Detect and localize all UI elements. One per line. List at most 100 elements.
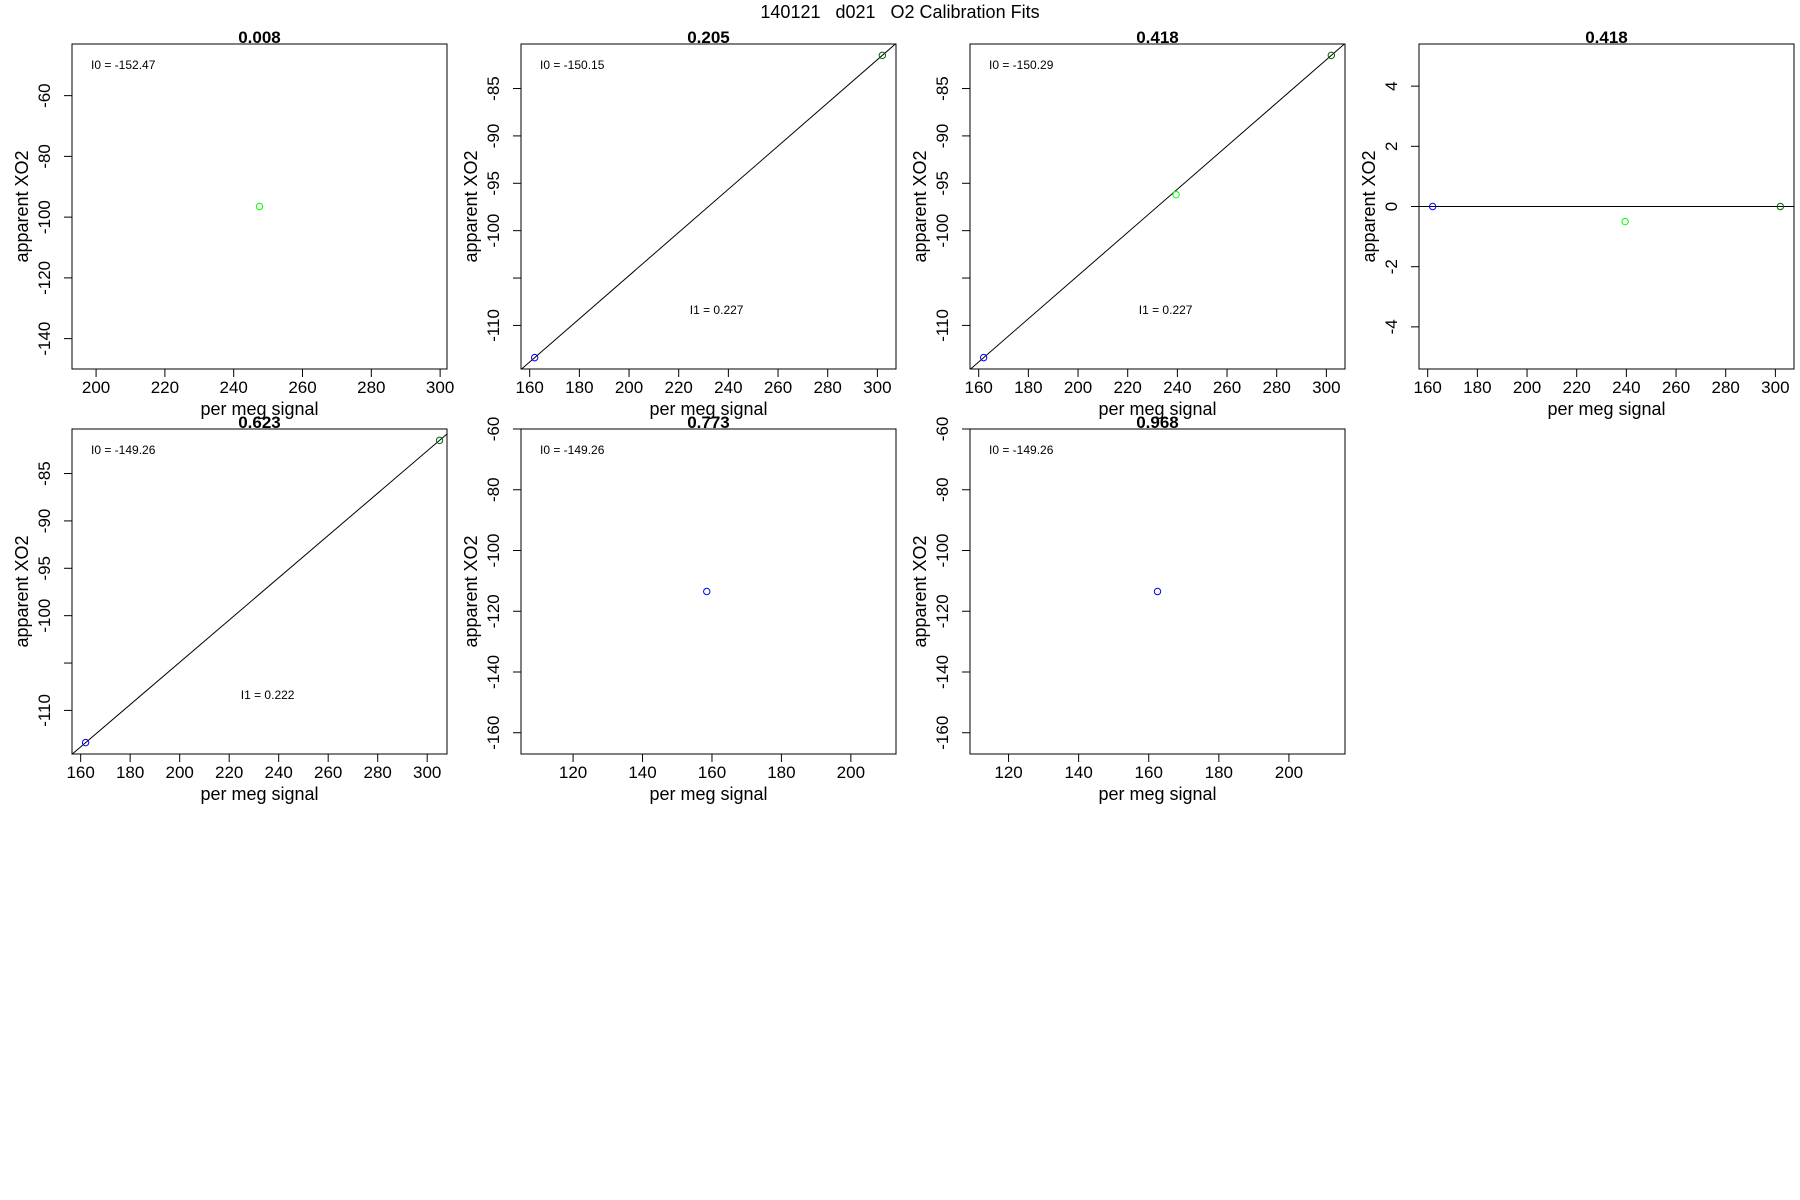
x-tick-label: 200: [82, 378, 110, 397]
x-axis-label: per meg signal: [1098, 784, 1216, 804]
y-axis-label: apparent XO2: [910, 535, 930, 647]
x-tick-label: 200: [165, 763, 193, 782]
chart-panel-5: 0.623 160 180 200 220 240 260 280 300 per meg sig…: [12, 413, 448, 804]
x-tick-label: 260: [764, 378, 792, 397]
y-tick-label: -160: [484, 716, 503, 750]
x-tick-label: 260: [1662, 378, 1690, 397]
x-tick-label: 160: [698, 763, 726, 782]
x-tick-label: 180: [1463, 378, 1491, 397]
chart-panel-6: 0.773 120 140 160 180 200 per meg signal -60 -80…: [461, 413, 897, 804]
x-axis-label: per meg signal: [200, 399, 318, 419]
y-tick-label: 2: [1382, 142, 1401, 151]
data-point: [1776, 202, 1785, 211]
chart-panel-1: 0.008 200 220 240 260 280 300 per meg signal -60…: [12, 28, 454, 419]
y-tick-label: -140: [35, 322, 54, 356]
y-axis-label: apparent XO2: [461, 150, 481, 262]
y-tick-label: -140: [484, 655, 503, 689]
x-tick-label: 220: [151, 378, 179, 397]
x-tick-label: 260: [1213, 378, 1241, 397]
y-tick-label: -110: [35, 694, 54, 727]
x-tick-label: 180: [116, 763, 144, 782]
panel-title: 0.623: [238, 413, 281, 432]
x-tick-label: 180: [767, 763, 795, 782]
x-tick-label: 220: [215, 763, 243, 782]
x-tick-label: 300: [1312, 378, 1340, 397]
y-tick-label: -100: [35, 599, 54, 633]
x-tick-label: 300: [426, 378, 454, 397]
y-tick-label: -90: [484, 124, 503, 149]
x-tick-label: 220: [1563, 378, 1591, 397]
intercept-annotation: I0 = -150.15: [540, 58, 605, 72]
x-tick-label: 180: [565, 378, 593, 397]
y-tick-label: -95: [484, 171, 503, 196]
x-axis-label: per meg signal: [649, 399, 767, 419]
y-tick-label: -80: [35, 144, 54, 169]
y-tick-label: -120: [933, 594, 952, 628]
y-tick-label: -90: [35, 509, 54, 534]
x-tick-label: 300: [413, 763, 441, 782]
x-tick-label: 280: [364, 763, 392, 782]
y-tick-label: -120: [484, 594, 503, 628]
y-tick-label: -80: [933, 477, 952, 502]
y-tick-label: -95: [933, 171, 952, 196]
x-tick-label: 280: [1263, 378, 1291, 397]
x-tick-label: 160: [516, 378, 544, 397]
y-tick-label: -160: [933, 716, 952, 750]
x-tick-label: 160: [66, 763, 94, 782]
y-axis-label: apparent XO2: [910, 150, 930, 262]
y-tick-label: 0: [1382, 202, 1401, 211]
data-point: [435, 436, 444, 445]
x-axis-label: per meg signal: [1547, 399, 1665, 419]
y-axis-label: apparent XO2: [1359, 150, 1379, 262]
data-point: [1153, 587, 1162, 596]
x-tick-label: 240: [264, 763, 292, 782]
y-tick-label: -110: [933, 309, 952, 342]
x-tick-label: 120: [994, 763, 1022, 782]
x-tick-label: 300: [1761, 378, 1789, 397]
figure-title: 140121 d021 O2 Calibration Fits: [760, 2, 1040, 22]
y-tick-label: -100: [35, 200, 54, 234]
data-point: [1327, 51, 1336, 60]
x-tick-label: 120: [559, 763, 587, 782]
y-tick-label: -100: [484, 214, 503, 248]
plot-frame: [71, 428, 448, 755]
data-point: [703, 587, 711, 596]
x-axis-label: per meg signal: [200, 784, 318, 804]
x-tick-label: 200: [837, 763, 865, 782]
data-point: [878, 51, 887, 60]
x-tick-label: 160: [965, 378, 993, 397]
y-tick-label: -110: [484, 309, 503, 342]
slope-annotation: I1 = 0.227: [1139, 303, 1193, 317]
x-tick-label: 240: [1163, 378, 1191, 397]
x-tick-label: 220: [665, 378, 693, 397]
slope-annotation: I1 = 0.222: [241, 688, 295, 702]
y-tick-label: -90: [933, 124, 952, 149]
data-point: [81, 738, 90, 747]
y-tick-label: -85: [484, 76, 503, 101]
x-tick-label: 280: [1712, 378, 1740, 397]
x-tick-label: 280: [357, 378, 385, 397]
y-tick-label: -100: [484, 533, 503, 567]
plot-frame: [969, 428, 1346, 755]
x-tick-label: 260: [288, 378, 316, 397]
x-tick-label: 180: [1014, 378, 1042, 397]
intercept-annotation: I0 = -149.26: [540, 443, 605, 457]
y-tick-label: -60: [933, 417, 952, 442]
chart-panel-7: 0.968 120 140 160 180 200 per meg signal -60 -80…: [910, 413, 1346, 804]
x-tick-label: 140: [1064, 763, 1092, 782]
panel-title: 0.008: [238, 28, 281, 47]
y-tick-label: -95: [35, 556, 54, 581]
data-point: [979, 353, 988, 362]
x-axis-label: per meg signal: [649, 784, 767, 804]
x-tick-label: 260: [314, 763, 342, 782]
y-tick-label: -140: [933, 655, 952, 689]
x-tick-label: 200: [1275, 763, 1303, 782]
fit-line: [521, 44, 896, 369]
x-tick-label: 160: [1414, 378, 1442, 397]
y-tick-label: -100: [933, 214, 952, 248]
y-tick-label: -4: [1382, 319, 1401, 334]
panel-title: 0.418: [1136, 28, 1179, 47]
y-axis-label: apparent XO2: [461, 535, 481, 647]
